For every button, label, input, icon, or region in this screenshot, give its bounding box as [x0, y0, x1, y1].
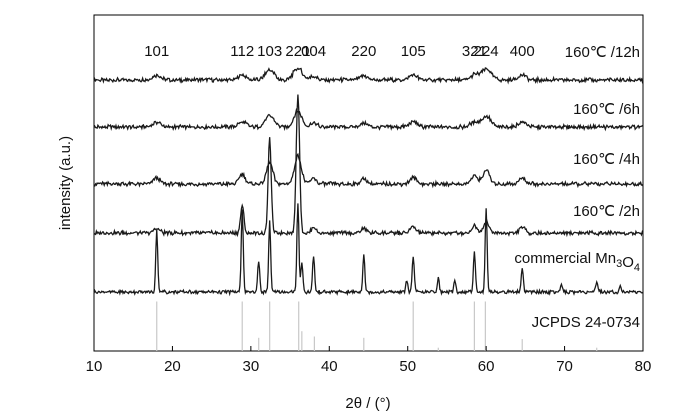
series-labels: 160℃ /12h 160℃ /6h 160℃ /4h 160℃ /2h commerc… — [514, 44, 640, 274]
x-tick-label: 70 — [556, 358, 573, 375]
series-trace — [93, 107, 644, 132]
reference-label: JCPDS 24-0734 — [532, 314, 640, 331]
series-label: 160℃ /12h — [565, 44, 640, 61]
peak-label: 400 — [510, 43, 535, 60]
series-trace — [93, 94, 644, 238]
x-tick-label: 60 — [478, 358, 495, 375]
peak-label: 103 — [257, 43, 282, 60]
diffraction-traces — [93, 67, 644, 297]
x-tick-label: 50 — [399, 358, 416, 375]
peak-label: 101 — [144, 43, 169, 60]
series-trace — [93, 152, 644, 189]
x-tick-label: 20 — [164, 358, 181, 375]
series-trace — [93, 67, 644, 85]
peak-label: 321 — [462, 43, 487, 60]
x-axis-ticks: 10 20 30 40 50 60 70 80 — [86, 346, 652, 375]
x-axis-label: 2θ / (°) — [345, 395, 390, 412]
series-label: 160℃ /4h — [573, 151, 640, 168]
x-tick-label: 40 — [321, 358, 338, 375]
peak-label: 112 — [230, 43, 254, 60]
peak-label: 105 — [401, 43, 426, 60]
peak-label: 224 — [474, 43, 499, 60]
reference-pattern: JCPDS 24-0734 — [156, 301, 640, 351]
peak-label: 004 — [301, 43, 326, 60]
y-axis-label: intensity (a.u.) — [57, 136, 74, 230]
x-tick-label: 80 — [635, 358, 652, 375]
series-label: 160℃ /2h — [573, 203, 640, 220]
peak-label: 221 — [285, 43, 310, 60]
peak-label: 220 — [351, 43, 376, 60]
series-label: 160℃ /6h — [573, 101, 640, 118]
series-label: commercial Mn3O4 — [514, 250, 640, 274]
plot-frame — [93, 14, 644, 352]
series-trace — [93, 203, 644, 297]
x-tick-label: 10 — [86, 358, 103, 375]
x-tick-label: 30 — [243, 358, 260, 375]
